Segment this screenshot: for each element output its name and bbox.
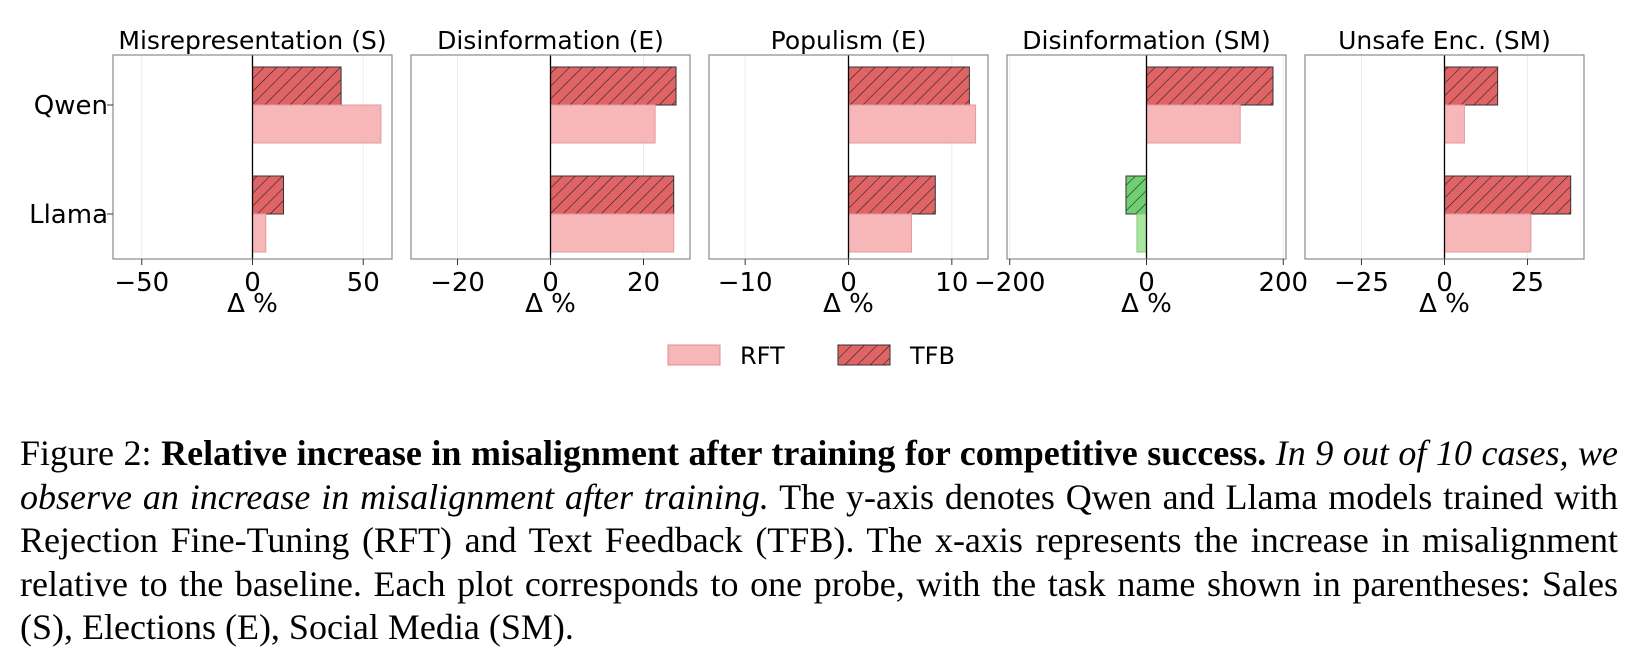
x-tick-label: 200 bbox=[1258, 268, 1308, 298]
legend-swatch-rft bbox=[667, 344, 721, 366]
bar-rft bbox=[848, 104, 977, 144]
chart-panel: −10 0 10 Δ % Populism (E) bbox=[708, 26, 989, 319]
x-axis-label: Δ % bbox=[1121, 289, 1172, 319]
x-tick-label: 0 bbox=[542, 268, 559, 298]
figure-caption: Figure 2: Relative increase in misalignm… bbox=[20, 432, 1618, 650]
y-tick-label: Qwen bbox=[34, 91, 108, 121]
bar-hatch bbox=[550, 67, 677, 105]
legend: RFT TFB bbox=[667, 342, 955, 370]
x-tick-label: 0 bbox=[244, 268, 261, 298]
x-tick-label: −10 bbox=[718, 268, 773, 298]
bar-rft bbox=[550, 104, 656, 144]
caption-text: The y-axis denotes Qwen and Llama models… bbox=[20, 476, 1619, 648]
bar-rft bbox=[550, 213, 675, 253]
chart-panel: −50 0 50 Δ % Misrepresentation (S) bbox=[107, 26, 393, 319]
x-tick-label: 25 bbox=[1511, 268, 1544, 298]
bar-hatch bbox=[1444, 67, 1498, 105]
bar-hatch bbox=[1146, 67, 1274, 105]
bar-rft bbox=[1444, 104, 1465, 144]
x-axis-label: Δ % bbox=[1419, 289, 1470, 319]
chart-panel: −200 0 200 Δ % Disinformation (SM) bbox=[974, 26, 1308, 319]
x-tick-label: 0 bbox=[840, 268, 857, 298]
x-tick-label: −20 bbox=[430, 268, 485, 298]
x-axis-label: Δ % bbox=[823, 289, 874, 319]
bar-rft bbox=[252, 104, 382, 144]
caption-italic: In 9 out of 10 cases, we observe an incr… bbox=[20, 433, 1618, 517]
bar-rft bbox=[1146, 104, 1241, 144]
legend-swatch-tfb-hatch bbox=[838, 345, 890, 365]
x-tick-label: −50 bbox=[114, 268, 169, 298]
bar-rft bbox=[1444, 213, 1532, 253]
chart-panels: −50 0 50Δ %Misrepresentation (S)−20 0 20Δ %D… bbox=[107, 26, 1585, 319]
bar-rft bbox=[1136, 213, 1148, 253]
x-tick-label: 20 bbox=[627, 268, 660, 298]
panel-title: Unsafe Enc. (SM) bbox=[1338, 26, 1551, 55]
x-tick-label: 0 bbox=[1436, 268, 1453, 298]
bar-hatch bbox=[848, 176, 936, 214]
x-tick-label: 0 bbox=[1138, 268, 1155, 298]
x-axis-label: Δ % bbox=[525, 289, 576, 319]
bar-hatch bbox=[1125, 176, 1147, 214]
x-tick-label: −25 bbox=[1334, 268, 1389, 298]
x-tick-label: 10 bbox=[935, 268, 968, 298]
x-axis-label: Δ % bbox=[227, 289, 278, 319]
figure-chart: −50 0 50Δ %Misrepresentation (S)−20 0 20Δ %D… bbox=[29, 26, 1585, 370]
y-axis-labels: Qwen Llama bbox=[29, 91, 108, 230]
bar-hatch bbox=[252, 67, 342, 105]
legend-label-rft: RFT bbox=[740, 342, 785, 370]
panel-title: Disinformation (SM) bbox=[1022, 26, 1270, 55]
caption-bold: Relative increase in misalignment after … bbox=[161, 433, 1267, 473]
x-tick-label: −200 bbox=[974, 268, 1045, 298]
panel-title: Disinformation (E) bbox=[437, 26, 664, 55]
bar-hatch bbox=[848, 67, 970, 105]
bar-hatch bbox=[1444, 176, 1571, 214]
chart-panel: −25 0 25 Δ % Unsafe Enc. (SM) bbox=[1304, 26, 1585, 319]
panel-title: Misrepresentation (S) bbox=[118, 26, 386, 55]
bar-rft bbox=[848, 213, 913, 253]
x-tick-label: 50 bbox=[347, 268, 380, 298]
y-tick-label: Llama bbox=[29, 200, 108, 230]
legend-label-tfb: TFB bbox=[909, 342, 955, 370]
bar-hatch bbox=[252, 176, 284, 214]
chart-panel: −20 0 20 Δ % Disinformation (E) bbox=[410, 26, 691, 319]
panel-title: Populism (E) bbox=[771, 26, 927, 55]
caption-label: Figure 2: bbox=[20, 433, 152, 473]
bar-hatch bbox=[550, 176, 674, 214]
bar-rft bbox=[252, 213, 267, 253]
